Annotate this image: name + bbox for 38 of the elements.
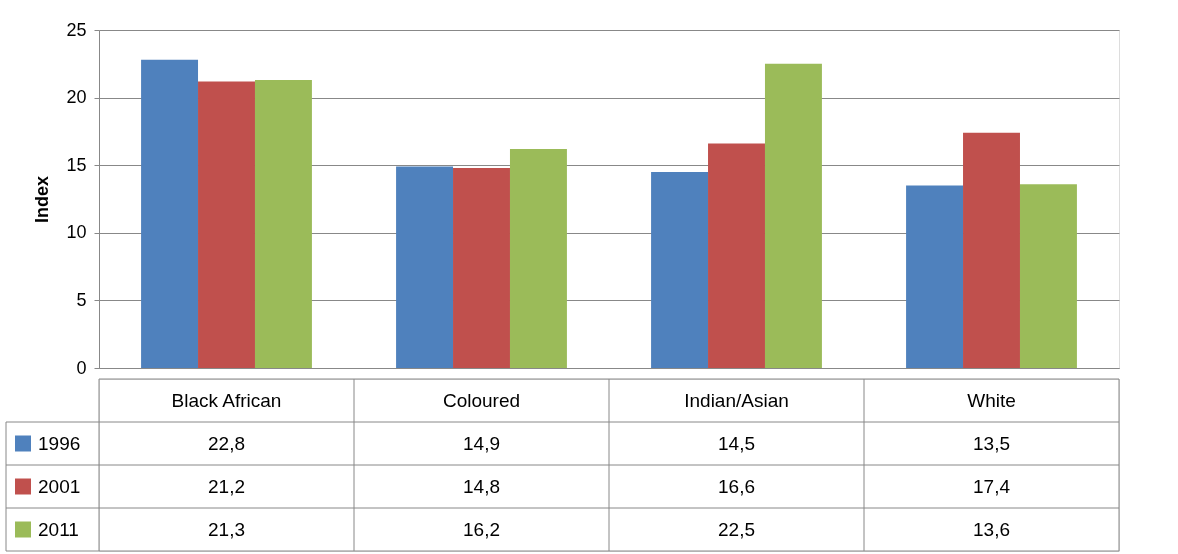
- legend-label: 1996: [38, 432, 81, 454]
- x-tick-label: Coloured: [442, 389, 521, 411]
- y-axis-title: Index: [32, 175, 53, 224]
- bar: [254, 80, 312, 368]
- y-tick-label: 5: [76, 289, 87, 310]
- legend-label: 2011: [38, 518, 79, 540]
- y-tick-label: 0: [76, 357, 87, 378]
- x-tick-label: Black African: [171, 389, 282, 411]
- bar: [1019, 184, 1077, 368]
- bar: [141, 59, 199, 368]
- data-label: 21,3: [208, 518, 245, 540]
- data-label: 17,4: [973, 475, 1011, 497]
- data-label: 14,5: [718, 432, 755, 454]
- data-label: 22,5: [718, 518, 755, 540]
- y-tick-label: 20: [66, 87, 87, 108]
- bar: [708, 143, 765, 368]
- bar: [906, 185, 964, 368]
- bar: [198, 81, 255, 368]
- y-tick-label: 25: [66, 19, 87, 40]
- data-label: 21,2: [208, 475, 245, 497]
- y-tick-label: 15: [66, 154, 87, 175]
- data-label: 16,6: [718, 475, 755, 497]
- data-label: 14,9: [463, 432, 500, 454]
- data-label: 13,6: [973, 518, 1010, 540]
- y-tick-label: 10: [66, 222, 87, 243]
- data-label: 16,2: [463, 518, 500, 540]
- x-tick-label: Indian/Asian: [684, 389, 789, 411]
- data-label: 22,8: [208, 432, 245, 454]
- legend-label: 2001: [38, 475, 81, 497]
- bar: [764, 63, 822, 368]
- bar: [453, 167, 510, 368]
- data-label: 14,8: [463, 475, 500, 497]
- bar: [509, 148, 567, 368]
- bar: [396, 166, 454, 368]
- data-label: 13,5: [973, 432, 1010, 454]
- x-tick-label: White: [967, 389, 1016, 411]
- bar: [651, 171, 709, 368]
- bar: [963, 132, 1020, 368]
